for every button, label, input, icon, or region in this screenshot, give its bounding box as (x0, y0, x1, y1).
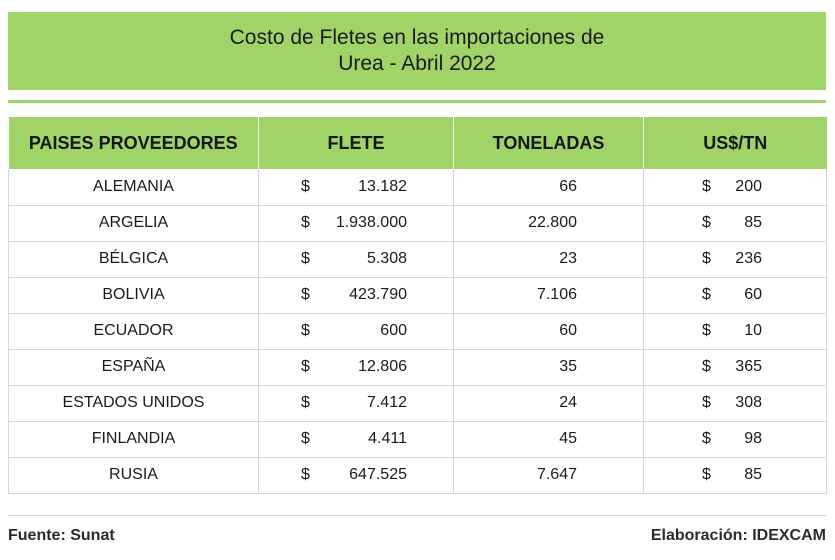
cell-pais: BOLIVIA (8, 277, 259, 314)
cell-usd-tn: $308 (643, 385, 827, 422)
header-paises: PAISES PROVEEDORES (8, 117, 259, 169)
flete-value: 600 (380, 322, 407, 339)
currency-symbol: $ (702, 250, 711, 267)
usd-tn-value: 85 (744, 214, 762, 231)
usd-tn-value: 10 (744, 322, 762, 339)
cell-toneladas: 60 (453, 313, 644, 350)
currency-symbol: $ (702, 394, 711, 411)
flete-value: 5.308 (366, 250, 407, 267)
currency-symbol: $ (301, 286, 310, 303)
currency-symbol: $ (301, 394, 310, 411)
table-row: BOLIVIA $423.790 7.106 $60 (8, 277, 827, 314)
cell-toneladas: 22.800 (453, 205, 644, 242)
flete-value: 13.182 (358, 177, 407, 195)
cell-pais: ESTADOS UNIDOS (8, 385, 259, 422)
table-row: ALEMANIA $13.182 66 $200 (8, 169, 827, 206)
cell-usd-tn: $236 (643, 241, 827, 278)
cell-flete: $12.806 (258, 349, 454, 386)
usd-tn-value: 85 (744, 466, 762, 483)
cell-pais: RUSIA (8, 457, 259, 494)
title-banner: Costo de Fletes en las importaciones de … (8, 12, 826, 90)
currency-symbol: $ (301, 430, 310, 447)
table-row: RUSIA $647.525 7.647 $85 (8, 457, 827, 494)
cell-pais: ESPAÑA (8, 349, 259, 386)
cell-usd-tn: $85 (643, 457, 827, 494)
cell-flete: $600 (258, 313, 454, 350)
header-usd-tn: US$/TN (703, 132, 768, 153)
cell-toneladas: 7.106 (453, 277, 644, 314)
usd-tn-value: 60 (744, 286, 762, 303)
flete-value: 12.806 (358, 358, 407, 375)
cell-usd-tn: $365 (643, 349, 827, 386)
usd-tn-value: 308 (735, 394, 762, 411)
currency-symbol: $ (702, 358, 711, 375)
title-line-2: Urea - Abril 2022 (338, 52, 496, 75)
cell-flete: $7.412 (258, 385, 454, 422)
cell-toneladas: 7.647 (453, 457, 644, 494)
title-separator (8, 100, 826, 103)
currency-symbol: $ (301, 214, 310, 231)
usd-tn-value: 98 (744, 430, 762, 447)
source-note: Fuente: Sunat (8, 527, 115, 544)
cell-flete: $4.411 (258, 421, 454, 458)
cell-toneladas: 66 (453, 169, 644, 206)
cell-pais: ARGELIA (8, 205, 259, 242)
table-row: ECUADOR $600 60 $10 (8, 313, 827, 350)
header-flete: FLETE (258, 117, 454, 169)
credit-note: Elaboración: IDEXCAM (650, 527, 826, 544)
cell-usd-tn: $10 (643, 313, 827, 350)
currency-symbol: $ (702, 466, 711, 483)
currency-symbol: $ (301, 358, 310, 375)
cell-flete: $5.308 (258, 241, 454, 278)
table-row: FINLANDIA $4.411 45 $98 (8, 421, 827, 458)
usd-tn-value: 200 (735, 177, 762, 195)
currency-symbol: $ (702, 286, 711, 303)
cell-toneladas: 23 (453, 241, 644, 278)
header-toneladas: TONELADAS (453, 117, 644, 169)
flete-value: 4.411 (368, 430, 407, 447)
footer: Fuente: Sunat Elaboración: IDEXCAM (8, 524, 826, 548)
cell-pais: ECUADOR (8, 313, 259, 350)
cell-toneladas: 35 (453, 349, 644, 386)
currency-symbol: $ (301, 322, 310, 339)
freight-table-container: PAISES PROVEEDORES FLETE TONELADAS US$/T… (8, 117, 827, 494)
flete-value: 647.525 (349, 466, 407, 483)
cell-pais: FINLANDIA (8, 421, 259, 458)
cell-usd-tn: $60 (643, 277, 827, 314)
flete-value: 7.412 (366, 394, 407, 411)
table-row: ARGELIA $1.938.000 22.800 $85 (8, 205, 827, 242)
cell-flete: $647.525 (258, 457, 454, 494)
cell-toneladas: 45 (453, 421, 644, 458)
cell-flete: $1.938.000 (258, 205, 454, 242)
cell-flete: $423.790 (258, 277, 454, 314)
cell-toneladas: 24 (453, 385, 644, 422)
currency-symbol: $ (702, 322, 711, 339)
flete-value: 423.790 (349, 286, 407, 303)
table-row: ESPAÑA $12.806 35 $365 (8, 349, 827, 386)
usd-tn-value: 236 (735, 250, 762, 267)
cell-flete: $13.182 (258, 169, 454, 206)
cell-pais: ALEMANIA (8, 169, 259, 206)
currency-symbol: $ (301, 250, 310, 267)
table-body: ALEMANIA $13.182 66 $200 ARGELIA $1.938.000 22… (8, 169, 827, 494)
usd-tn-value: 365 (735, 358, 762, 375)
currency-symbol: $ (702, 430, 711, 447)
currency-symbol: $ (702, 214, 711, 231)
table-header-row: PAISES PROVEEDORES FLETE TONELADAS US$/T… (8, 117, 827, 169)
freight-table: PAISES PROVEEDORES FLETE TONELADAS US$/T… (8, 117, 827, 494)
currency-symbol: $ (702, 177, 711, 195)
currency-symbol: $ (301, 177, 310, 195)
title-line-1: Costo de Fletes en las importaciones de (229, 26, 605, 49)
flete-value: 1.938.000 (335, 214, 407, 231)
cell-usd-tn: $98 (643, 421, 827, 458)
footer-separator (8, 515, 826, 516)
table-row: BÉLGICA $5.308 23 $236 (8, 241, 827, 278)
cell-pais: BÉLGICA (8, 241, 259, 278)
cell-usd-tn: $85 (643, 205, 827, 242)
cell-usd-tn: $200 (643, 169, 827, 206)
currency-symbol: $ (301, 466, 310, 483)
table-row: ESTADOS UNIDOS $7.412 24 $308 (8, 385, 827, 422)
